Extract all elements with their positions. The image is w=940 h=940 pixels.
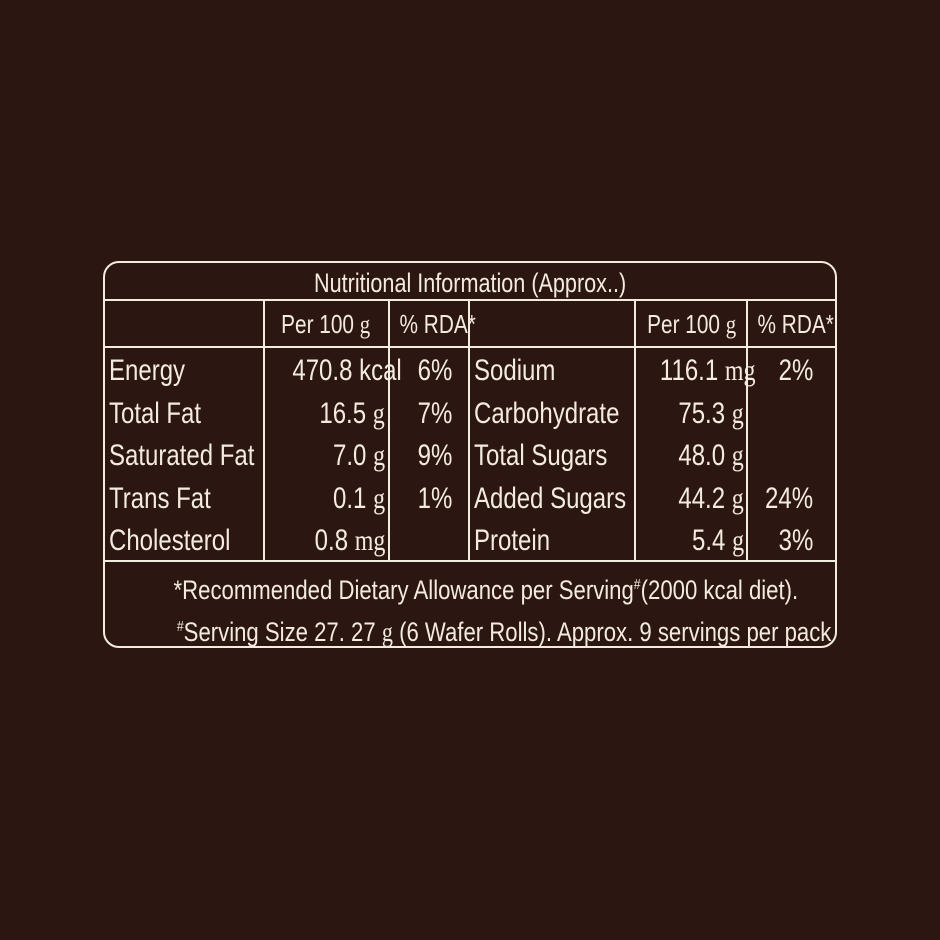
rda-text: 1% xyxy=(417,481,452,515)
table-title: Nutritional Information (Approx..) xyxy=(105,265,835,301)
nutrient-name: Total Fat xyxy=(109,393,263,435)
nutrient-name-text: Protein xyxy=(474,524,551,557)
nutrient-rda: 24% xyxy=(748,478,813,520)
rda-text: 9% xyxy=(417,439,452,472)
nutrient-rda: 6% xyxy=(390,350,452,392)
footer-text: *Recommended Dietary Allowance per Servi… xyxy=(173,575,634,605)
footer-text: (2000 kcal diet). xyxy=(640,575,799,605)
nutrient-rda: 7% xyxy=(390,393,452,435)
nutrient-name: Cholesterol xyxy=(109,520,263,562)
value-text: 470.8 kcal xyxy=(292,354,402,387)
header-text: % RDA* xyxy=(399,309,476,339)
unit: g xyxy=(725,310,737,339)
divider xyxy=(468,299,470,561)
value-text: 75.3 xyxy=(678,396,726,430)
header-rda: % RDA* xyxy=(390,303,476,345)
nutrient-name-text: Total Sugars xyxy=(474,439,608,472)
value-text: 16.5 xyxy=(319,396,367,430)
value-text: 0.1 xyxy=(332,481,367,515)
unit: g xyxy=(381,617,393,647)
nutrient-value: 0.8 mg xyxy=(265,520,385,562)
header-rda: % RDA* xyxy=(748,303,835,345)
nutrient-name-text: Trans Fat xyxy=(109,481,211,515)
nutrient-name: Added Sugars xyxy=(474,478,634,520)
value-text: 116.1 xyxy=(659,354,719,387)
nutrient-name: Energy xyxy=(109,350,263,392)
nutrient-rda: 3% xyxy=(748,520,813,562)
unit: g xyxy=(732,524,744,557)
nutrient-rda: 9% xyxy=(390,435,452,477)
value-text: 7.0 xyxy=(332,439,367,472)
nutrient-name-text: Energy xyxy=(109,354,186,387)
rda-text: 2% xyxy=(778,354,813,387)
value-text: 44.2 xyxy=(678,481,726,515)
nutrient-rda xyxy=(748,435,813,477)
footer-text: Serving Size 27. 27 xyxy=(183,617,376,647)
value-text: 48.0 xyxy=(678,439,726,472)
divider xyxy=(263,299,265,561)
nutrient-value: 75.3 g xyxy=(636,393,744,435)
footer-serving-size: #Serving Size 27. 27 g (6 Wafer Rolls). … xyxy=(105,607,835,647)
rda-text: 6% xyxy=(417,354,452,387)
nutrient-rda xyxy=(748,393,813,435)
header-per100: Per 100 g xyxy=(265,303,387,345)
header-per100: Per 100 g xyxy=(636,303,746,345)
divider xyxy=(388,299,390,561)
header-text: Per 100 xyxy=(647,309,720,339)
rda-text: 7% xyxy=(417,396,452,430)
nutrient-name-text: Total Fat xyxy=(109,396,202,430)
nutrient-name-text: Saturated Fat xyxy=(109,439,255,472)
unit: mg xyxy=(354,524,385,557)
nutrient-name-text: Carbohydrate xyxy=(474,396,620,430)
header-text: Per 100 xyxy=(281,309,355,339)
nutrient-value: 0.1 g xyxy=(265,478,385,520)
divider xyxy=(634,299,636,561)
nutrient-value: 44.2 g xyxy=(636,478,744,520)
divider xyxy=(105,299,835,301)
unit: g xyxy=(732,481,744,515)
nutrient-name: Total Sugars xyxy=(474,435,634,477)
footnote-mark: # xyxy=(633,576,641,593)
unit: g xyxy=(360,310,371,339)
divider xyxy=(105,346,835,348)
footer-text: (6 Wafer Rolls). Approx. 9 servings per … xyxy=(399,617,832,647)
nutrient-rda: 1% xyxy=(390,478,452,520)
nutrient-name: Trans Fat xyxy=(109,478,263,520)
nutrient-name: Saturated Fat xyxy=(109,435,263,477)
nutrient-value: 16.5 g xyxy=(265,393,385,435)
nutrient-name: Carbohydrate xyxy=(474,393,634,435)
unit: g xyxy=(732,439,744,472)
value-text: 0.8 xyxy=(314,524,348,557)
value-text: 5.4 xyxy=(691,524,726,557)
rda-text: 24% xyxy=(764,481,813,515)
divider xyxy=(746,299,748,561)
nutrient-rda xyxy=(390,520,452,562)
nutrient-name: Protein xyxy=(474,520,634,562)
divider xyxy=(105,560,835,562)
unit: g xyxy=(373,396,385,430)
nutrient-value: 116.1 mg xyxy=(636,350,756,392)
unit: g xyxy=(732,396,744,430)
unit: g xyxy=(373,481,385,515)
nutrient-rda: 2% xyxy=(748,350,813,392)
unit: g xyxy=(373,439,385,472)
nutrient-name-text: Sodium xyxy=(474,354,556,387)
nutrient-value: 7.0 g xyxy=(265,435,385,477)
nutrition-table: Nutritional Information (Approx..) Per 1… xyxy=(103,261,837,648)
footer-rda-note: *Recommended Dietary Allowance per Servi… xyxy=(105,565,835,605)
nutrient-value: 48.0 g xyxy=(636,435,744,477)
nutrient-name: Sodium xyxy=(474,350,634,392)
nutrient-name-text: Cholesterol xyxy=(109,524,231,557)
unit: mg xyxy=(724,354,756,387)
nutrient-value: 470.8 kcal xyxy=(265,350,401,392)
nutrient-value: 5.4 g xyxy=(636,520,744,562)
rda-text: 3% xyxy=(778,524,813,557)
nutrient-name-text: Added Sugars xyxy=(474,481,627,515)
title-text: Nutritional Information (Approx..) xyxy=(313,268,627,298)
header-text: % RDA* xyxy=(757,309,834,339)
footnote-mark: # xyxy=(176,618,184,635)
